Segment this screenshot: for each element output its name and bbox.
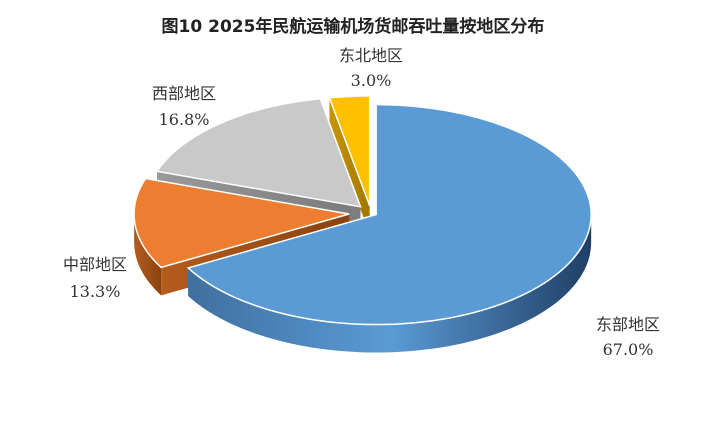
slice-value-label-3: 3.0%	[351, 71, 392, 90]
slice-value-label-0: 67.0%	[603, 340, 654, 359]
slice-name-label-3: 东北地区	[339, 46, 403, 65]
pie-slice-2	[155, 97, 362, 208]
slice-value-label-2: 16.8%	[159, 110, 210, 129]
pie-slice-3	[328, 95, 371, 207]
slice-name-label-0: 东部地区	[596, 315, 660, 334]
slice-side-1-0	[134, 214, 162, 296]
slice-value-label-1: 13.3%	[70, 282, 121, 301]
slice-side-0-0	[188, 214, 592, 353]
slice-cut-wall-3-0	[329, 97, 370, 234]
slice-name-label-2: 西部地区	[152, 84, 216, 103]
chart-title: 图10 2025年民航运输机场货邮吞吐量按地区分布	[161, 17, 545, 37]
slice-name-label-1: 中部地区	[63, 255, 127, 274]
pie-slice-0	[186, 103, 592, 326]
pie-slice-1	[133, 177, 350, 269]
